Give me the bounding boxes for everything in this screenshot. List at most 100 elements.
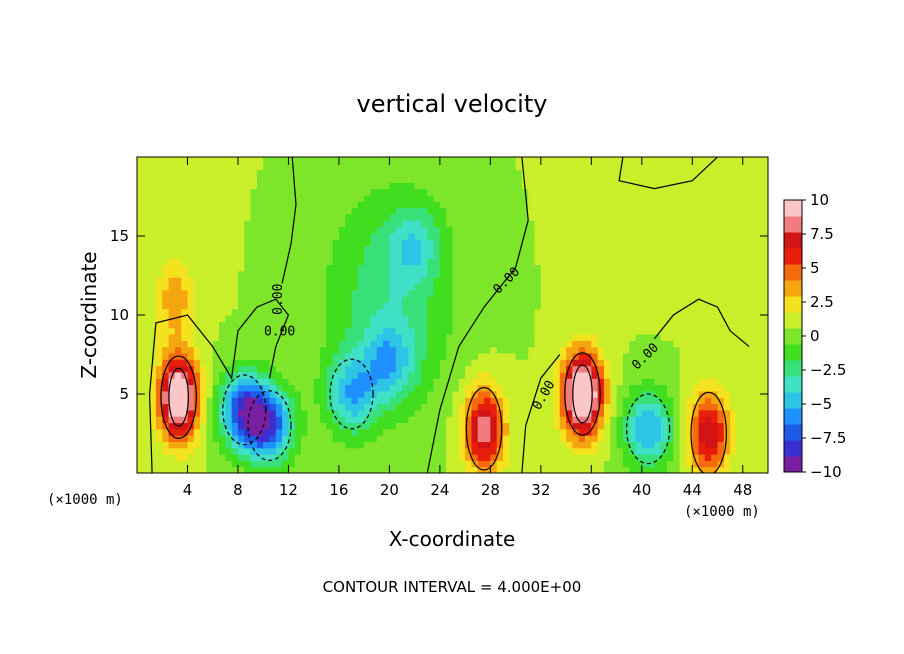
field-cell — [193, 403, 201, 411]
field-cell — [553, 409, 561, 417]
field-cell — [755, 245, 763, 253]
field-cell — [307, 182, 315, 190]
field-cell — [301, 232, 308, 240]
field-cell — [685, 213, 693, 221]
field-cell — [755, 409, 763, 417]
field-cell — [370, 201, 378, 209]
field-cell — [730, 403, 738, 411]
field-cell — [351, 428, 359, 436]
field-cell — [502, 466, 510, 473]
field-cell — [301, 447, 308, 455]
field-cell — [540, 226, 548, 234]
field-cell — [711, 264, 719, 272]
field-cell — [181, 308, 189, 316]
field-cell — [225, 466, 233, 473]
field-cell — [294, 251, 302, 259]
field-cell — [540, 220, 548, 228]
field-cell — [282, 352, 290, 360]
field-cell — [256, 321, 264, 329]
field-cell — [622, 454, 630, 461]
field-cell — [603, 188, 611, 196]
field-cell — [660, 346, 668, 354]
field-cell — [357, 447, 365, 455]
field-cell — [610, 352, 618, 360]
field-cell — [219, 239, 226, 247]
field-cell — [736, 157, 744, 164]
field-cell — [736, 264, 744, 272]
field-cell — [521, 194, 529, 202]
field-cell — [427, 359, 435, 367]
field-cell — [162, 315, 170, 322]
field-cell — [679, 327, 687, 335]
field-cell — [408, 333, 416, 341]
field-cell — [540, 289, 548, 297]
field-cell — [515, 270, 523, 278]
field-cell — [490, 428, 498, 436]
field-cell — [749, 220, 756, 228]
field-cell — [137, 460, 144, 468]
field-cell — [256, 169, 264, 177]
field-cell — [591, 428, 599, 436]
field-cell — [174, 454, 182, 461]
field-cell — [553, 182, 561, 190]
field-cell — [484, 283, 491, 291]
field-cell — [540, 428, 548, 436]
field-cell — [711, 397, 719, 405]
field-cell — [603, 157, 611, 164]
field-cell — [155, 315, 163, 322]
field-cell — [395, 283, 403, 291]
field-cell — [439, 245, 447, 253]
field-cell — [591, 454, 599, 461]
field-cell — [174, 289, 182, 297]
field-cell — [490, 422, 498, 430]
field-cell — [471, 157, 479, 164]
field-cell — [326, 220, 334, 228]
field-cell — [692, 163, 700, 171]
field-cell — [603, 340, 611, 348]
field-cell — [193, 157, 201, 164]
field-cell — [540, 397, 548, 405]
field-cell — [484, 416, 491, 424]
field-cell — [414, 359, 422, 367]
field-cell — [667, 232, 674, 240]
field-cell — [559, 207, 567, 215]
field-cell — [200, 182, 208, 190]
field-cell — [225, 454, 233, 461]
field-cell — [616, 289, 624, 297]
field-cell — [200, 283, 208, 291]
field-cell — [458, 201, 466, 209]
field-cell — [603, 359, 611, 367]
field-cell — [168, 194, 176, 202]
field-cell — [168, 397, 176, 405]
field-cell — [641, 315, 649, 322]
field-cell — [654, 371, 662, 379]
field-cell — [137, 239, 144, 247]
field-cell — [155, 422, 163, 430]
field-cell — [237, 296, 245, 303]
field-cell — [698, 447, 706, 455]
field-cell — [288, 435, 296, 442]
field-cell — [168, 251, 176, 259]
field-cell — [585, 188, 592, 196]
field-cell — [332, 390, 340, 398]
field-cell — [351, 447, 359, 455]
field-cell — [326, 296, 334, 303]
field-cell — [515, 194, 523, 202]
field-cell — [313, 428, 321, 436]
field-cell — [357, 428, 365, 436]
field-cell — [742, 163, 750, 171]
field-cell — [282, 397, 290, 405]
field-cell — [408, 188, 416, 196]
field-cell — [755, 359, 763, 367]
field-cell — [162, 169, 170, 177]
field-cell — [477, 163, 485, 171]
field-cell — [559, 194, 567, 202]
field-cell — [610, 157, 618, 164]
field-cell — [200, 157, 208, 164]
field-cell — [490, 302, 498, 310]
field-cell — [452, 194, 460, 202]
field-cell — [496, 188, 504, 196]
field-cell — [515, 409, 523, 417]
field-cell — [212, 201, 220, 209]
field-cell — [269, 296, 277, 303]
